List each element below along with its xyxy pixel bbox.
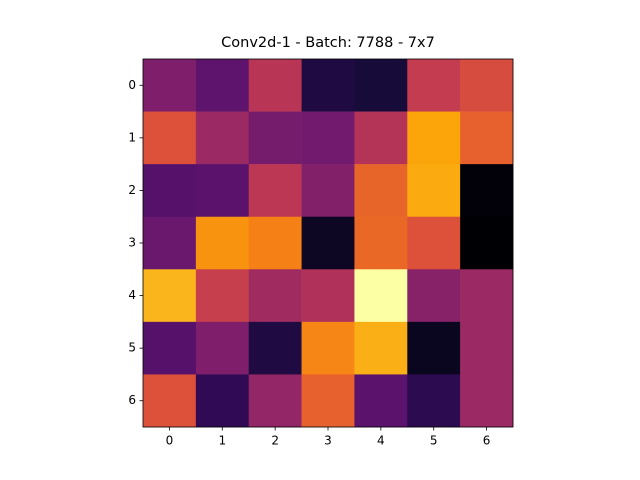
x-tick-label: 1 (218, 434, 226, 448)
cell (143, 374, 197, 428)
cell (195, 164, 250, 218)
cell (460, 59, 514, 112)
cell (301, 216, 355, 270)
cell (248, 164, 302, 218)
x-tick-label: 0 (166, 434, 174, 448)
cell (143, 164, 197, 218)
cell (354, 374, 408, 428)
cell (354, 321, 408, 375)
cell (195, 374, 250, 428)
cell (195, 111, 250, 165)
cell (143, 216, 197, 270)
x-tick-label: 4 (377, 434, 385, 448)
cell (407, 374, 461, 428)
cell (354, 111, 408, 165)
cell (407, 111, 461, 165)
cell (143, 59, 197, 112)
x-tick-label: 6 (483, 434, 491, 448)
cell (407, 269, 461, 323)
cell (460, 321, 514, 375)
y-tick-label: 0 (128, 78, 136, 92)
cell (407, 164, 461, 218)
cell (460, 216, 514, 270)
y-tick-label: 5 (128, 341, 136, 355)
cell (248, 269, 302, 323)
cell (301, 321, 355, 375)
cell (248, 111, 302, 165)
cell (354, 164, 408, 218)
cell (248, 59, 302, 112)
cell (460, 269, 514, 323)
y-tick-label: 1 (128, 130, 136, 144)
y-tick-label: 3 (128, 236, 136, 250)
cell (248, 374, 302, 428)
y-tick-label: 6 (128, 393, 136, 407)
cell (195, 59, 250, 112)
cell (248, 216, 302, 270)
y-tick-label: 4 (128, 288, 136, 302)
x-tick-label: 2 (271, 434, 279, 448)
cell (354, 59, 408, 112)
cell (248, 321, 302, 375)
cell (301, 374, 355, 428)
cell (143, 321, 197, 375)
cell (460, 111, 514, 165)
cell (460, 164, 514, 218)
cell (301, 269, 355, 323)
y-tick-label: 2 (128, 183, 136, 197)
cell (301, 59, 355, 112)
cell (354, 216, 408, 270)
chart-title: Conv2d-1 - Batch: 7788 - 7x7 (221, 35, 435, 51)
cell (195, 216, 250, 270)
cell (407, 321, 461, 375)
cell (407, 216, 461, 270)
cell (143, 111, 197, 165)
x-tick-label: 5 (430, 434, 438, 448)
cell (460, 374, 514, 428)
cell (301, 111, 355, 165)
cell (143, 269, 197, 323)
cell (195, 321, 250, 375)
cell (354, 269, 408, 323)
cell (407, 59, 461, 112)
x-tick-label: 3 (324, 434, 332, 448)
cell (195, 269, 250, 323)
cell (301, 164, 355, 218)
cells (143, 59, 514, 428)
